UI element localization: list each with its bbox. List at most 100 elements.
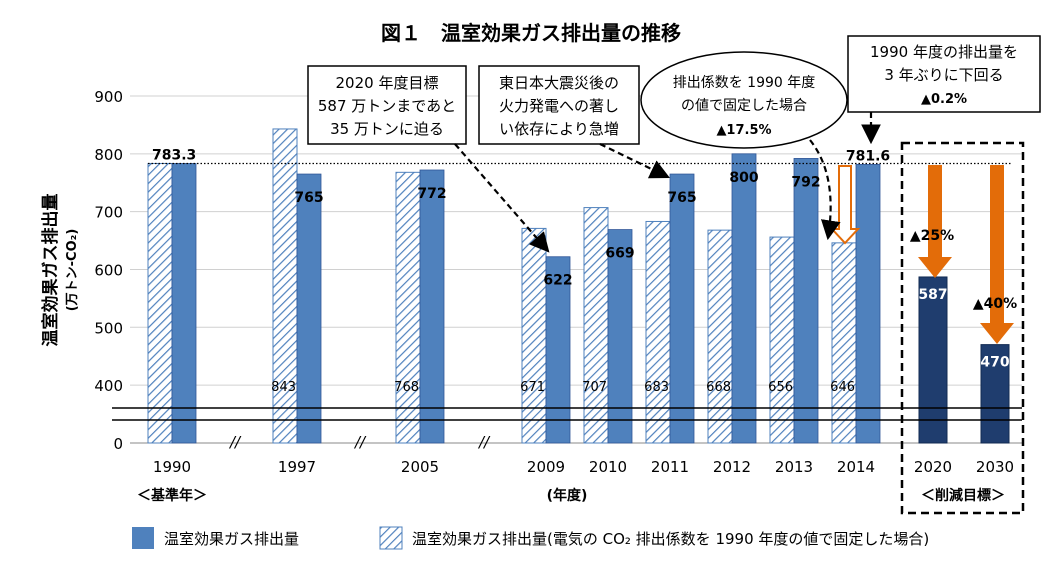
x-tick-label: 2020 [914,458,952,476]
reduction-label-2030: ▲40% [973,296,1017,312]
annotation-below-1990: 1990 年度の排出量を 3 年ぶりに下回る ▲0.2% [847,35,1041,113]
y-tick-label: 900 [94,88,123,106]
base-year-label: ＜基準年＞ [137,487,207,504]
x-tick-label: 2011 [651,458,689,476]
bar-actual [669,173,695,444]
annotation-2020-target-line3: 35 万トンに迫る [330,120,444,138]
x-tick-label: 2010 [589,458,627,476]
bar-fixed-factor [583,207,609,444]
bar-label-fixed-factor: 768 [394,380,419,395]
bar-label-actual: 800 [729,170,758,186]
bar-actual [419,169,445,444]
bar-label-actual: 772 [417,186,446,202]
bar-label-actual: 765 [667,190,696,206]
bar-label-actual: 783.3 [152,147,196,163]
y-tick-label: 400 [94,377,123,395]
bar-label-target: 470 [980,355,1009,371]
bar-fixed-factor [645,220,671,444]
bar-target [918,276,948,444]
x-axis-break-mark: // [353,433,367,451]
annotation-below-1990-line2: 3 年ぶりに下回る [884,66,1003,84]
bar-actual [855,164,881,444]
bar-label-fixed-factor: 656 [768,380,793,395]
bar-fixed-factor [147,162,173,444]
y-tick-label: 700 [94,204,123,222]
y-tick-labels: 0 400 500 600 700 800 900 [94,88,123,453]
x-tick-labels: 1990 1997 2005 2009 2010 2011 2012 2013 2014 2020… [153,433,1014,476]
bar-label-fixed-factor: 683 [644,380,669,395]
bar-label-fixed-factor: 707 [582,380,607,395]
target-label: ＜削減目標＞ [921,487,1005,504]
bar-label-fixed-factor: 671 [520,380,545,395]
legend-label-hatched: 温室効果ガス排出量(電気の CO₂ 排出係数を 1990 年度の値で固定した場合… [412,530,929,548]
bar-fixed-factor [521,227,547,444]
annotation-2020-target-line1: 2020 年度目標 [336,74,439,92]
annotation-below-1990-line1: 1990 年度の排出量を [870,43,1018,61]
y-tick-label: 500 [94,319,123,337]
bar-actual [607,229,633,444]
bar-target [980,344,1010,444]
y-axis-unit: (万トン-CO₂) [65,229,80,312]
x-tick-label: 2013 [775,458,813,476]
annotation-2020-target: 2020 年度目標 587 万トンまであと 35 万トンに迫る [307,65,467,145]
x-tick-label: 2030 [976,458,1014,476]
x-tick-label: 1997 [278,458,316,476]
annotation-fixed-factor: 排出係数を 1990 年度 の値で固定した場合 ▲17.5% [640,51,848,149]
annotation-below-1990-line3: ▲0.2% [921,92,967,107]
x-axis-break-mark: // [228,433,242,451]
annotation-2020-arrow [454,143,550,253]
legend-swatch-hatched [379,526,403,550]
bar-fixed-factor [707,229,733,444]
year-unit-label: (年度) [547,487,588,504]
bar-actual [296,173,322,444]
axis-break-lines [112,407,1022,421]
annotation-earthquake: 東日本大震災後の 火力発電への著し い依存により急増 [478,65,640,145]
y-tick-label: 600 [94,261,123,279]
bar-label-fixed-factor: 646 [830,380,855,395]
x-tick-label: 1990 [153,458,191,476]
x-tick-label: 2014 [837,458,875,476]
reduction-label-2020: ▲25% [910,228,954,244]
bar-label-actual: 781.6 [846,148,890,164]
annotation-earthquake-line1: 東日本大震災後の [499,74,619,92]
target-region-box [900,141,1025,515]
bar-fixed-factor [831,242,857,444]
annotation-2020-target-line2: 587 万トンまであと [318,97,456,115]
legend: 温室効果ガス排出量 温室効果ガス排出量(電気の CO₂ 排出係数を 1990 年… [132,526,929,550]
x-tick-label: 2012 [713,458,751,476]
bar-fixed-factor [395,171,421,444]
legend-swatch-solid [132,527,154,549]
bar-label-fixed-factor: 668 [706,380,731,395]
reduction-arrow-2030 [980,165,1014,344]
annotation-earthquake-line3: い依存により急増 [499,120,619,138]
annotation-fixed-factor-line3: ▲17.5% [716,123,771,138]
bar-label-actual: 622 [543,273,572,289]
reduction-arrow-2020 [918,165,952,278]
bar-label-actual: 765 [294,190,323,206]
bar-actual [731,153,757,444]
annotation-earthquake-arrow [599,143,670,179]
x-tick-label: 2009 [527,458,565,476]
y-tick-label: 0 [113,435,123,453]
x-axis-break-mark: // [477,433,491,451]
bar-label-actual: 669 [605,246,634,262]
bar-label-target: 587 [918,287,947,303]
bar-actual [171,163,197,444]
fixed-factor-arrow-2014 [829,165,861,245]
annotation-fixed-factor-line2: の値で固定した場合 [681,98,807,114]
bars [147,128,1010,444]
bar-fixed-factor [272,128,298,444]
annotation-earthquake-line2: 火力発電への著し [499,97,619,115]
y-axis-title: 温室効果ガス排出量 [40,194,61,347]
y-tick-label: 800 [94,146,123,164]
chart-title: 図１ 温室効果ガス排出量の推移 [381,21,681,45]
bar-fixed-factor [769,236,795,444]
annotation-fixed-factor-line1: 排出係数を 1990 年度 [673,75,816,91]
bar-label-fixed-factor: 843 [271,380,296,395]
bar-label-actual: 792 [791,174,820,190]
bar-actual [545,256,571,444]
data-labels: 843 768 671 707 683 668 656 646 783.3 765 772 622 66… [152,147,1010,394]
legend-label-solid: 温室効果ガス排出量 [164,530,299,548]
x-tick-label: 2005 [401,458,439,476]
